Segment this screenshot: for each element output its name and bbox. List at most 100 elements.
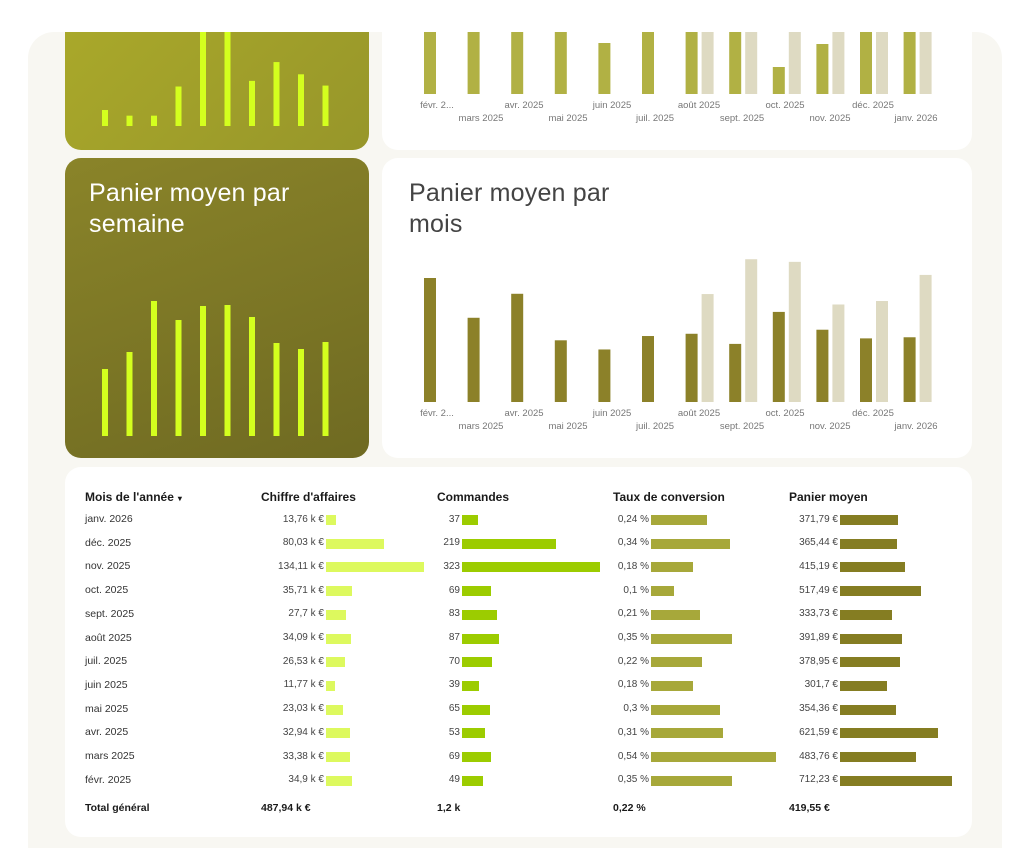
- x-tick-label: juil. 2025: [635, 113, 674, 124]
- bar-revenue: [326, 680, 335, 691]
- monthly-basket-title: Panier moyen par mois: [409, 179, 610, 238]
- top-left-bar-chart: [102, 32, 329, 126]
- top-right-chart-card: févr. 2... avr. 2025 juin 2025 août 2025 oct…: [382, 32, 972, 150]
- x-tick-label: févr. 2...: [420, 100, 454, 111]
- top-left-chart-card: [65, 32, 369, 150]
- cell-revenue: 80,03 k €: [282, 537, 324, 549]
- cell-conversion: 0,35 %: [617, 632, 649, 643]
- bar-conversion: [651, 680, 693, 691]
- header-month[interactable]: Mois de l'année ▾: [85, 490, 182, 504]
- cell-basket: 365,44 €: [799, 537, 838, 549]
- bar-orders: [462, 515, 478, 525]
- cell-basket: 378,95 €: [799, 655, 838, 667]
- total-orders: 1,2 k: [437, 802, 461, 814]
- bar-conversion: [651, 728, 723, 739]
- cell-orders: 69: [448, 584, 460, 596]
- total-label: Total général: [85, 802, 150, 814]
- bar-revenue: [326, 586, 353, 597]
- cell-revenue: 27,7 k €: [288, 608, 324, 620]
- x-tick-label: juin 2025: [592, 408, 632, 419]
- cell-orders: 65: [448, 703, 460, 715]
- monthly-bar-top: [729, 32, 742, 94]
- cell-conversion: 0,18 %: [617, 679, 649, 691]
- x-tick-label: avr. 2025: [504, 408, 543, 419]
- cell-conversion: 0,3 %: [623, 703, 649, 715]
- cell-conversion: 0,1 %: [623, 584, 649, 596]
- bar-basket: [840, 515, 899, 525]
- total-conversion: 0,22 %: [613, 802, 646, 814]
- bar-revenue: [326, 704, 343, 715]
- monthly-bar-top: [467, 32, 480, 94]
- cell-orders: 53: [448, 726, 460, 738]
- weekly-bar: [200, 306, 206, 436]
- cell-orders: 323: [443, 560, 460, 572]
- cell-basket: 415,19 €: [799, 560, 838, 572]
- cell-conversion: 0,21 %: [617, 608, 649, 620]
- monthly-bar: [772, 311, 785, 402]
- x-tick-label: juin 2025: [592, 100, 632, 111]
- cell-conversion: 0,18 %: [617, 560, 649, 572]
- x-tick-label: sept. 2025: [720, 421, 764, 432]
- monthly-bar-compare-top: [832, 32, 845, 94]
- monthly-bar-compare: [745, 259, 758, 402]
- monthly-bar-top: [642, 32, 654, 94]
- bar-conversion: [651, 752, 776, 762]
- bar-conversion: [651, 609, 700, 620]
- row-month-label: mars 2025: [85, 750, 135, 762]
- row-month-label: nov. 2025: [85, 560, 131, 573]
- cell-orders: 49: [448, 774, 460, 786]
- bar-orders: [462, 752, 492, 762]
- bar-orders: [462, 586, 492, 597]
- monthly-bar-compare: [919, 274, 932, 402]
- header-revenue[interactable]: Chiffre d'affaires: [261, 490, 356, 504]
- monthly-bar: [685, 333, 698, 402]
- header-orders[interactable]: Commandes: [437, 490, 510, 504]
- bar-revenue: [326, 538, 385, 549]
- monthly-bar-compare-top: [919, 32, 932, 94]
- sort-desc-icon[interactable]: ▾: [177, 494, 182, 503]
- x-tick-label: janv. 2026: [893, 421, 937, 432]
- bar-revenue: [326, 752, 351, 762]
- cell-revenue: 26,53 k €: [282, 655, 324, 667]
- monthly-bar: [816, 329, 829, 402]
- cell-revenue: 34,09 k €: [282, 632, 324, 643]
- monthly-bar-compare-top: [876, 32, 888, 94]
- cell-basket: 621,59 €: [799, 726, 838, 738]
- bar-basket: [840, 680, 888, 691]
- bar-basket: [840, 704, 896, 715]
- row-month-label: avr. 2025: [85, 726, 129, 739]
- x-tick-label: nov. 2025: [809, 113, 850, 124]
- row-month-label: août 2025: [85, 631, 132, 644]
- bar-orders: [462, 562, 600, 573]
- header-basket[interactable]: Panier moyen: [789, 490, 868, 504]
- bar-basket: [840, 775, 952, 786]
- bar-revenue: [326, 728, 351, 739]
- weekly-basket-title: Panier moyen par semaine: [89, 179, 290, 238]
- bar-orders: [462, 728, 485, 739]
- cell-basket: 333,73 €: [799, 608, 838, 620]
- x-tick-label: janv. 2026: [893, 113, 937, 124]
- monthly-bar: [511, 293, 524, 402]
- bar-revenue: [326, 609, 347, 620]
- x-tick-label: déc. 2025: [852, 100, 894, 111]
- cell-conversion: 0,22 %: [617, 655, 649, 667]
- bar-basket: [840, 586, 922, 597]
- x-tick-label: déc. 2025: [852, 408, 894, 419]
- weekly-basket-chart: [102, 301, 329, 436]
- cell-revenue: 33,38 k €: [282, 750, 324, 762]
- x-tick-label: août 2025: [678, 408, 720, 419]
- x-tick-label: mars 2025: [459, 113, 504, 124]
- x-tick-label: mars 2025: [459, 421, 504, 432]
- x-tick-label: avr. 2025: [504, 100, 543, 111]
- row-month-label: mai 2025: [85, 702, 129, 715]
- cell-conversion: 0,31 %: [617, 726, 649, 738]
- bar-conversion: [651, 562, 693, 573]
- monthly-bar-compare-top: [745, 32, 758, 94]
- header-conversion[interactable]: Taux de conversion: [613, 490, 725, 504]
- weekly-bar-top: [298, 74, 304, 126]
- weekly-bar: [298, 349, 304, 436]
- cell-basket: 712,23 €: [799, 774, 838, 786]
- weekly-bar-top: [249, 80, 255, 126]
- cell-conversion: 0,24 %: [617, 513, 649, 525]
- weekly-bar: [126, 352, 133, 436]
